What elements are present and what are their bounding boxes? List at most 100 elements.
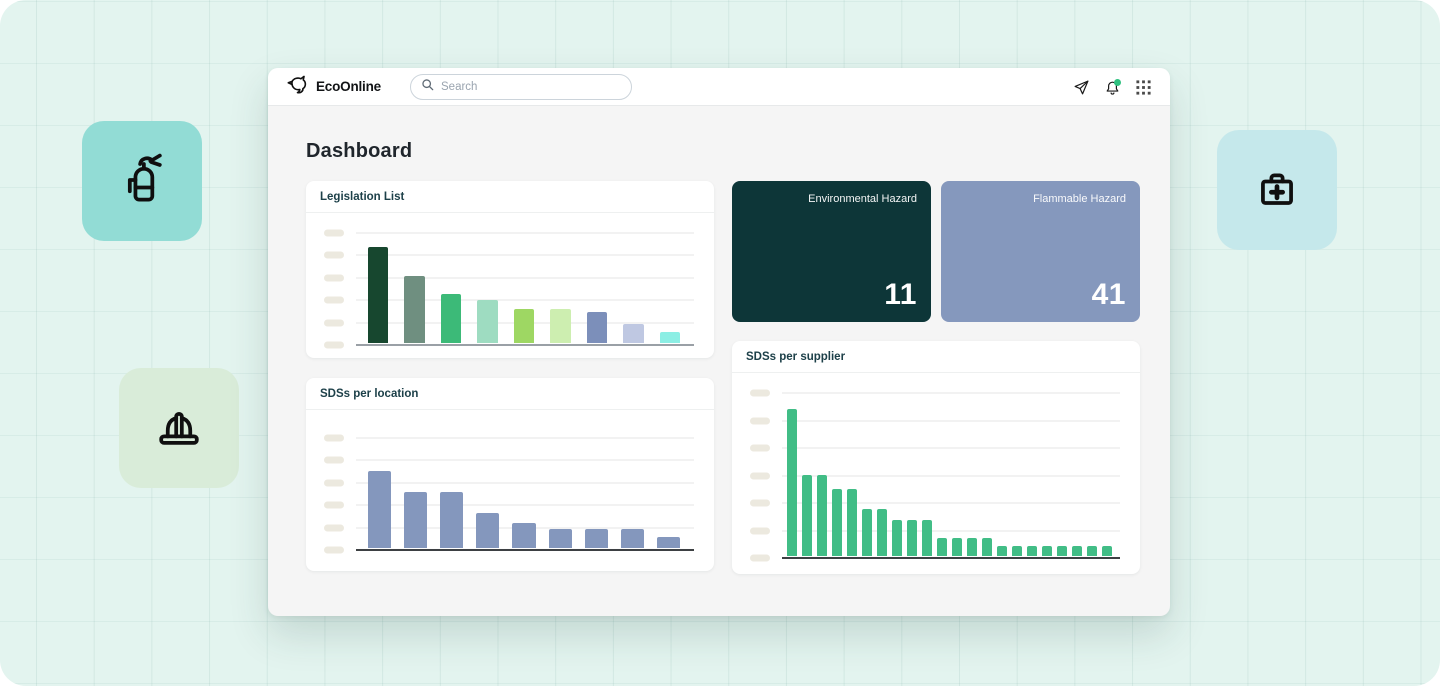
plot-area: [356, 232, 694, 346]
x-axis-baseline: [356, 549, 694, 551]
bar: [368, 471, 392, 548]
y-tick-placeholder: [324, 434, 344, 442]
bar: [512, 522, 536, 548]
bar: [1057, 546, 1067, 556]
card-title-supplier: SDSs per supplier: [732, 341, 1140, 373]
gridline: [782, 447, 1120, 449]
y-tick-placeholder: [750, 499, 770, 507]
first-aid-kit-icon: [1247, 158, 1307, 223]
left-column: Legislation List SDSs per location: [306, 181, 714, 571]
gridline: [356, 299, 694, 301]
y-tick-placeholder: [324, 341, 344, 349]
bar: [440, 491, 464, 548]
bar: [659, 332, 680, 343]
top-bar: EcoOnline: [268, 68, 1170, 106]
gridline: [782, 475, 1120, 476]
gridline: [356, 254, 694, 256]
sds-per-location-chart: [306, 410, 714, 571]
search-icon: [421, 78, 434, 96]
fire-extinguisher-icon: [112, 149, 172, 214]
bar: [440, 293, 462, 343]
x-axis-baseline: [782, 557, 1120, 559]
bar: [967, 538, 977, 556]
send-icon[interactable]: [1072, 78, 1090, 96]
bar: [817, 474, 827, 556]
bar: [907, 520, 917, 556]
apps-grid-icon[interactable]: [1134, 78, 1152, 96]
search-input[interactable]: [441, 81, 621, 93]
y-tick-placeholder: [750, 472, 770, 479]
decor-tile-first-aid: [1217, 130, 1337, 250]
bar-series: [782, 393, 1120, 556]
search-bar[interactable]: [410, 74, 632, 100]
bar: [1072, 546, 1082, 556]
y-tick-placeholder: [324, 479, 344, 487]
y-tick-placeholder: [324, 274, 344, 282]
y-tick-placeholder: [324, 501, 344, 509]
right-column: Environmental Hazard 11 Flammable Hazard…: [732, 181, 1140, 574]
gridline: [356, 277, 694, 279]
bar: [477, 300, 498, 343]
stat-label: Environmental Hazard: [808, 193, 917, 205]
bar: [922, 520, 932, 556]
bar: [997, 546, 1007, 556]
flammable-hazard-card[interactable]: Flammable Hazard 41: [941, 181, 1140, 322]
y-tick-placeholder: [324, 229, 344, 237]
bar: [548, 529, 572, 548]
app-window: EcoOnline: [268, 68, 1170, 616]
bar: [787, 409, 797, 556]
plot-area: [356, 437, 694, 551]
bell-icon[interactable]: [1103, 78, 1121, 96]
decor-tile-fire-extinguisher: [82, 121, 202, 241]
gridline: [782, 502, 1120, 504]
gridline: [782, 420, 1120, 421]
bar: [476, 512, 500, 548]
bar: [404, 275, 425, 343]
notification-dot: [1114, 79, 1121, 86]
stat-cards-row: Environmental Hazard 11 Flammable Hazard…: [732, 181, 1140, 322]
bar-series: [356, 438, 694, 548]
sds-per-supplier-card: SDSs per supplier: [732, 341, 1140, 574]
y-tick-placeholder: [324, 296, 344, 304]
bar: [623, 324, 644, 343]
gridline: [782, 392, 1120, 394]
sds-per-location-card: SDSs per location: [306, 378, 714, 571]
bar: [1102, 546, 1112, 556]
bar: [586, 312, 608, 343]
bar: [1012, 546, 1022, 556]
gridline: [356, 232, 694, 234]
plot-area: [782, 392, 1120, 559]
brand-name: EcoOnline: [316, 79, 381, 94]
bar: [832, 489, 842, 556]
legislation-list-chart: [306, 213, 714, 358]
stat-value: 11: [884, 278, 917, 311]
card-title-location: SDSs per location: [306, 378, 714, 410]
bar: [550, 308, 571, 343]
gridline: [356, 482, 694, 484]
bar: [656, 537, 680, 548]
bar: [877, 508, 887, 556]
bar: [952, 538, 962, 556]
hard-hat-icon: [149, 396, 209, 461]
bar: [937, 538, 947, 556]
ecoonline-logo: EcoOnline: [286, 73, 381, 101]
bar: [368, 247, 389, 343]
bar: [404, 491, 428, 548]
y-tick-placeholder: [324, 456, 344, 464]
y-tick-placeholder: [750, 444, 770, 452]
y-tick-placeholder: [324, 251, 344, 259]
page-title: Dashboard: [306, 140, 413, 162]
bar: [982, 538, 992, 556]
legislation-list-card: Legislation List: [306, 181, 714, 358]
y-tick-placeholder: [324, 319, 344, 327]
bird-logo-icon: [286, 73, 309, 101]
gridline: [782, 530, 1120, 531]
environmental-hazard-card[interactable]: Environmental Hazard 11: [732, 181, 931, 322]
bar: [1087, 546, 1097, 556]
y-axis-skeleton: [324, 229, 344, 349]
gridline: [356, 437, 694, 439]
dashboard-content: Dashboard Legislation List S: [268, 106, 1170, 574]
y-tick-placeholder: [324, 524, 344, 532]
sds-per-supplier-chart: [732, 373, 1140, 574]
